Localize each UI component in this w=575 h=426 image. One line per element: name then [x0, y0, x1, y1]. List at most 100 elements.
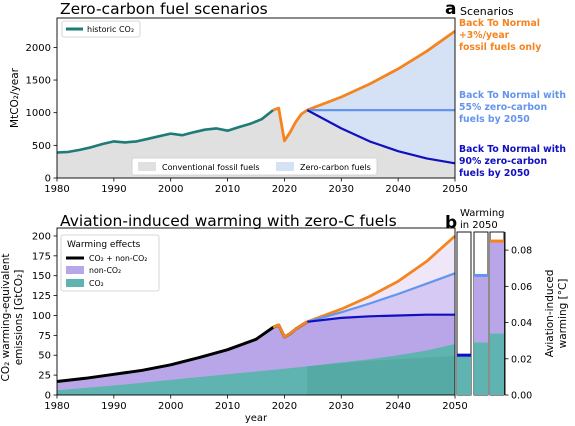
- y-tick-label: 150: [32, 271, 51, 282]
- panel-b-title: Aviation-induced warming with zero-C fue…: [60, 212, 397, 230]
- legend-co2-swatch: [66, 279, 84, 287]
- right-y-tick-label: 0.04: [511, 318, 532, 329]
- panel-b-y-axis-label-line: CO₂ warming-equivalent: [0, 253, 12, 381]
- y-tick-label: 50: [38, 351, 51, 362]
- x-tick-label: 1980: [44, 184, 69, 195]
- x-tick-label: 1990: [101, 184, 126, 195]
- y-tick-label: 75: [38, 331, 51, 342]
- inset-bar-nonco2: [474, 275, 488, 343]
- dark-blue-total-line: [307, 313, 455, 323]
- x-tick-label: 2000: [158, 401, 183, 412]
- inset-bar-marker: [490, 239, 504, 243]
- x-tick-label: 2030: [329, 401, 354, 412]
- inset-title-line-1: Warming: [460, 208, 505, 219]
- legend-frame: [60, 234, 160, 292]
- panel-b-y-axis-label-line: emissions [GtCO₂]: [13, 270, 25, 366]
- right-y-tick-label: 0.02: [511, 354, 532, 365]
- x-tick-label: 2050: [442, 401, 467, 412]
- panel-b-legend: Warming effects CO₂ + non-CO₂ non-CO₂ CO…: [60, 234, 160, 292]
- panel-a-frame: [56, 17, 456, 179]
- legend-nonco2-swatch: [66, 266, 84, 274]
- legend-conventional-label: Conventional fossil fuels: [162, 163, 260, 172]
- panel-b-axes: 1980 1990 2000 2010 2020 2030 2040 2050 0 25 50 75 1…: [0, 227, 468, 424]
- x-tick-label: 2010: [215, 401, 240, 412]
- x-tick-label: 2050: [442, 184, 467, 195]
- inset-title-line-2: in 2050: [460, 220, 498, 231]
- scenario-label-line: fuels by 2050: [459, 168, 530, 179]
- light-blue-total-line: [306, 272, 456, 323]
- legend-total-label: CO₂ + non-CO₂: [89, 254, 147, 263]
- y-tick-label: 25: [38, 371, 51, 382]
- panel-a-y-axis-label: MtCO₂/year: [9, 67, 21, 128]
- right-y-axis-label-line: warming [°C]: [557, 279, 569, 349]
- panel-a-plot-area: [56, 29, 456, 178]
- inset-bar-co2: [457, 355, 471, 395]
- y-tick-label: 200: [32, 231, 51, 242]
- x-tick-label: 2040: [385, 184, 410, 195]
- inset-bar-marker: [457, 353, 471, 357]
- panel-a-chart: Zero-carbon fuel scenarios a Scenarios 1…: [9, 0, 566, 195]
- inset-bar-marker: [474, 273, 488, 277]
- x-tick-label: 2010: [215, 184, 240, 195]
- dark-blue-scenario-line: [306, 109, 456, 165]
- scenarios-heading: Scenarios: [460, 5, 514, 18]
- right-y-axis-label-line: Aviation-induced: [544, 270, 556, 358]
- scenario-label-line: fuels by 2050: [459, 114, 530, 125]
- inset-bar-nonco2: [490, 241, 504, 334]
- panel-b-plot-area: [56, 234, 456, 395]
- y-tick-label: 125: [32, 291, 51, 302]
- panel-b-x-axis-label: year: [245, 413, 268, 424]
- legend-zeroc-swatch: [276, 162, 294, 171]
- y-tick-label: 1000: [26, 108, 51, 119]
- y-tick-label: 2000: [26, 43, 51, 54]
- scenario-label-line: +3%/year: [459, 30, 510, 41]
- x-tick-label: 2030: [329, 184, 354, 195]
- x-tick-label: 1980: [44, 401, 69, 412]
- scenario-label-line: Back To Normal: [459, 18, 540, 29]
- legend-historic-label: historic CO₂: [87, 25, 134, 34]
- x-tick-label: 1990: [101, 401, 126, 412]
- x-tick-label: 2020: [272, 184, 297, 195]
- x-tick-label: 2040: [385, 401, 410, 412]
- legend-nonco2-label: non-CO₂: [89, 266, 121, 275]
- zero-carbon-fuel-area: [307, 31, 455, 164]
- legend-title: Warming effects: [67, 240, 141, 250]
- panel-a-legend: historic CO₂ Conventional fossil fuels Z…: [61, 20, 378, 176]
- legend-co2-label: CO₂: [89, 279, 104, 288]
- scenario-label-line: 90% zero-carbon: [459, 156, 547, 167]
- scenario-label-line: 55% zero-carbon: [459, 102, 547, 113]
- right-y-tick-label: 0.08: [511, 246, 532, 257]
- y-tick-label: 100: [32, 311, 51, 322]
- co2-area-low-scenario: [307, 356, 455, 395]
- panel-a-title: Zero-carbon fuel scenarios: [60, 0, 268, 18]
- panel-a-letter: a: [445, 0, 456, 19]
- light-blue-scenario-extra-band: [307, 273, 455, 322]
- y-tick-label: 0: [45, 174, 51, 185]
- x-tick-label: 2020: [272, 401, 297, 412]
- orange-total-line: [306, 234, 456, 324]
- y-tick-label: 0: [45, 391, 51, 402]
- y-tick-label: 175: [32, 251, 51, 262]
- legend-bottom-frame: [131, 157, 378, 176]
- y-tick-label: 500: [32, 141, 51, 152]
- inset-bar-co2: [474, 342, 488, 395]
- panel-a-axes: 1980 1990 2000 2010 2020 2030 2040 2050 0 500 1000…: [9, 17, 468, 195]
- panel-b-frame: [56, 227, 456, 396]
- scenario-label-line: Back To Normal with: [459, 90, 566, 101]
- historic-co2-line: [56, 109, 274, 154]
- right-y-tick-label: 0.00: [511, 391, 532, 402]
- x-tick-label: 2000: [158, 184, 183, 195]
- inset-bar-co2: [490, 333, 504, 395]
- legend-zeroc-label: Zero-carbon fuels: [300, 163, 371, 172]
- legend-top-frame: [61, 20, 141, 38]
- orange-scenario-extra-band: [307, 236, 455, 322]
- orange-covid-segment: [272, 320, 308, 339]
- right-y-tick-label: 0.06: [511, 282, 532, 293]
- warming-2050-inset: 0.00 0.02 0.04 0.06 0.08 Aviation-induced warm…: [456, 231, 569, 402]
- y-tick-label: 1500: [26, 76, 51, 87]
- orange-scenario-line: [272, 29, 456, 143]
- scenario-label-line: fossil fuels only: [459, 42, 541, 53]
- panel-b-chart: Aviation-induced warming with zero-C fue…: [0, 208, 569, 424]
